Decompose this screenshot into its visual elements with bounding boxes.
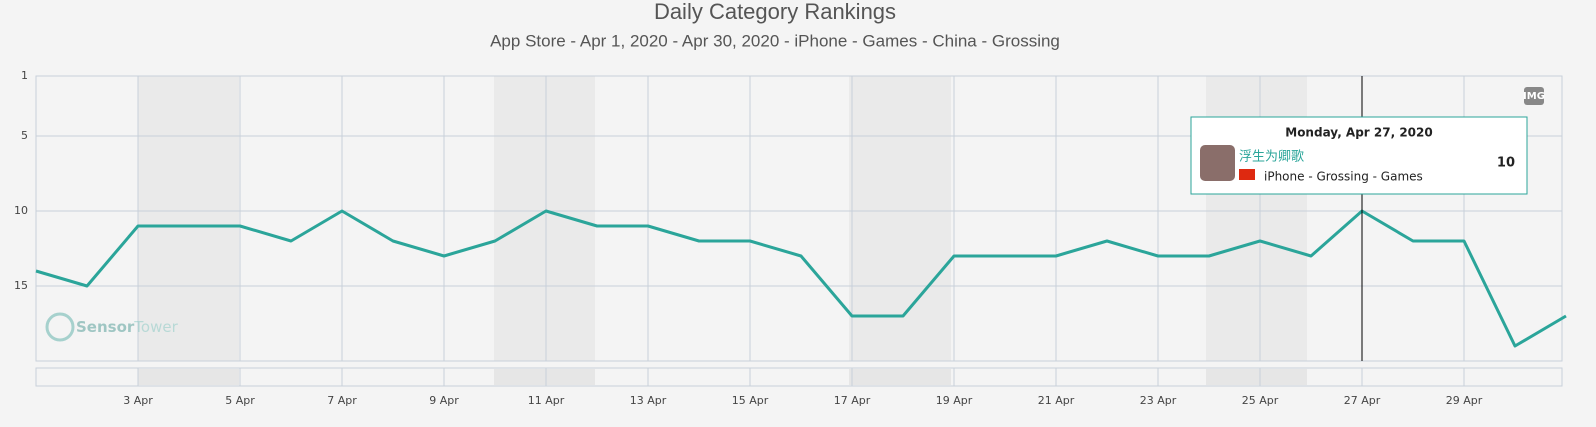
x-tick-label: 21 Apr [1038, 394, 1075, 407]
tooltip-app: 浮生为卿歌 [1239, 150, 1304, 165]
plot-frame [35, 75, 1563, 362]
x-tick-label: 19 Apr [936, 394, 973, 407]
navigator-band [138, 369, 239, 385]
flag [1239, 169, 1255, 180]
export-button[interactable]: IMG [1523, 87, 1545, 105]
series-line [35, 209, 1567, 348]
x-tick-label: 29 Apr [1446, 394, 1483, 407]
tooltip-box [1190, 116, 1528, 195]
tooltip-value: 10 [1497, 156, 1515, 171]
x-tick-label: 7 Apr [327, 394, 357, 407]
x-tick-label: 13 Apr [630, 394, 667, 407]
chart-subtitle: App Store - Apr 1, 2020 - Apr 30, 2020 -… [490, 31, 1060, 50]
tooltip-details: iPhone - Grossing - Games [1264, 170, 1423, 184]
y-tick-label: 10 [14, 204, 28, 217]
navigator-frame [35, 367, 1563, 387]
chart-title: Daily Category Rankings [654, 0, 896, 24]
weekend-band [138, 76, 239, 361]
app-icon [1200, 145, 1235, 181]
x-tick-label: 9 Apr [429, 394, 459, 407]
weekend-band [494, 76, 595, 361]
watermark: SensorTower [45, 312, 179, 342]
tooltip-date: Monday, Apr 27, 2020 [1285, 126, 1432, 140]
export-button-bg[interactable] [1524, 87, 1544, 105]
x-tick-label: 27 Apr [1344, 394, 1381, 407]
y-tick-label: 5 [21, 129, 28, 142]
navigator-band [1206, 369, 1307, 385]
x-tick-label: 23 Apr [1140, 394, 1177, 407]
navigator [35, 367, 1563, 387]
y-tick-label: 15 [14, 279, 28, 292]
x-tick-label: 11 Apr [528, 394, 565, 407]
x-tick-label: 15 Apr [732, 394, 769, 407]
x-tick-label: 17 Apr [834, 394, 871, 407]
watermark-text: SensorTower [76, 318, 179, 336]
navigator-band [494, 369, 595, 385]
weekend-band [849, 76, 951, 361]
navigator-band [849, 369, 951, 385]
watermark-logo [45, 312, 75, 342]
tooltip: Monday, Apr 27, 2020 浮生为卿歌 iPhone - Gros… [1190, 116, 1528, 195]
x-tick-label: 3 Apr [123, 394, 153, 407]
export-button-label[interactable]: IMG [1523, 91, 1545, 102]
y-tick-label: 1 [21, 69, 28, 82]
x-tick-label: 25 Apr [1242, 394, 1279, 407]
x-tick-label: 5 Apr [225, 394, 255, 407]
